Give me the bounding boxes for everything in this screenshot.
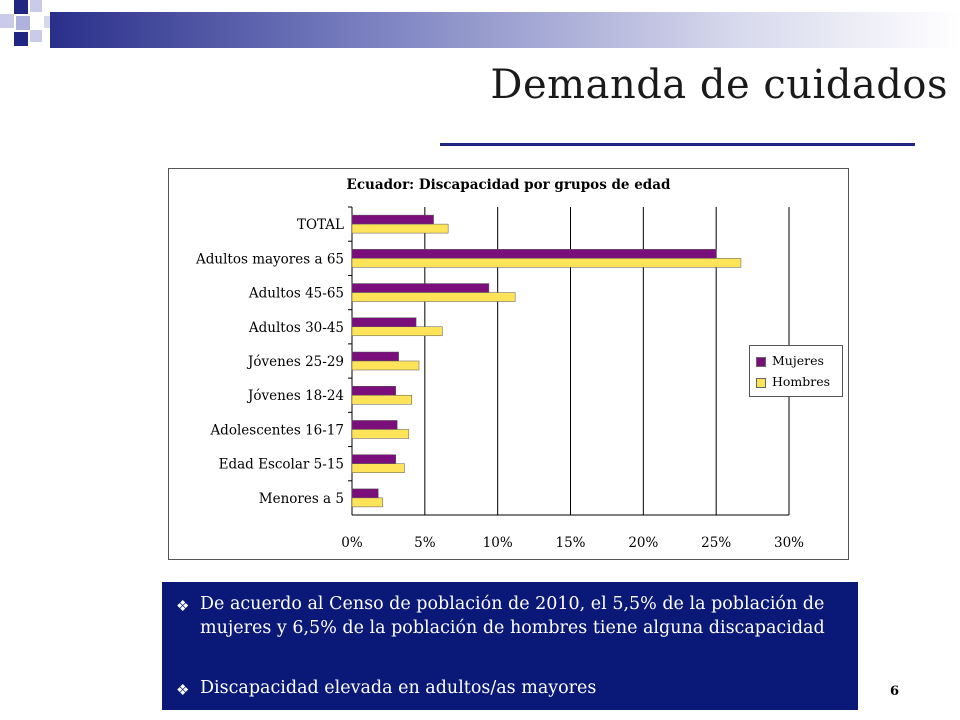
x-tick-label: 20%	[628, 535, 658, 551]
bullet-text: Discapacidad elevada en adultos/as mayor…	[200, 678, 597, 698]
chart-title: Ecuador: Discapacidad por grupos de edad	[346, 177, 671, 193]
bar-hombres	[351, 326, 443, 337]
bar-mujeres	[351, 249, 717, 259]
bar-mujeres	[351, 214, 434, 225]
legend-swatch-mujeres	[756, 356, 766, 367]
y-tick-label: Edad Escolar 5-15	[219, 457, 344, 473]
bar-mujeres	[351, 488, 379, 499]
title-underline	[440, 143, 915, 146]
bar-mujeres	[351, 283, 490, 293]
bar-hombres	[351, 292, 516, 302]
bar-mujeres	[351, 385, 396, 396]
y-tick-label: Menores a 5	[259, 491, 344, 507]
legend-item-mujeres: Mujeres	[756, 353, 824, 368]
bar-mujeres	[351, 420, 398, 430]
y-tick-label: Adultos 45-65	[248, 286, 344, 302]
x-tick-label: 5%	[414, 535, 436, 551]
bar-hombres	[351, 258, 742, 268]
diamond-bullet-icon: ❖	[176, 597, 190, 615]
header-gradient-bar	[50, 12, 960, 48]
y-tick-label: Jóvenes 18-24	[246, 388, 344, 404]
bullet-item: ❖ Discapacidad elevada en adultos/as may…	[176, 676, 840, 700]
bar-mujeres	[351, 351, 399, 362]
x-tick-label: 0%	[341, 535, 363, 551]
bar-hombres	[351, 223, 449, 234]
x-tick-label: 30%	[774, 535, 804, 551]
x-tick-label: 25%	[701, 535, 731, 551]
bullet-text: De acuerdo al Censo de población de 2010…	[200, 594, 825, 638]
legend-swatch-hombres	[756, 377, 766, 388]
y-tick-label: Adultos mayores a 65	[195, 251, 344, 267]
y-tick-label: Jóvenes 25-29	[246, 354, 344, 370]
y-tick-label: Adolescentes 16-17	[209, 422, 344, 438]
bar-mujeres	[351, 317, 417, 328]
bar-hombres	[351, 360, 420, 371]
bar-hombres	[351, 429, 410, 439]
slide-title: Demanda de cuidados	[490, 62, 948, 108]
bullet-box: ❖ De acuerdo al Censo de población de 20…	[162, 582, 858, 710]
legend-label-hombres: Hombres	[772, 374, 831, 389]
bar-hombres	[351, 463, 405, 473]
bullet-item: ❖ De acuerdo al Censo de población de 20…	[176, 592, 840, 640]
bar-hombres	[351, 394, 412, 405]
x-tick-label: 15%	[555, 535, 585, 551]
chart-legend: Mujeres Hombres	[749, 345, 843, 397]
bar-hombres	[351, 497, 383, 508]
chart: 0% 5% 10% 15% 20% 25% 30% TOTAL Adultos mayores …	[168, 168, 849, 560]
page-number: 6	[890, 684, 900, 699]
y-tick-label: Adultos 30-45	[248, 320, 344, 336]
y-tick-label: TOTAL	[297, 217, 344, 233]
chart-svg: 0% 5% 10% 15% 20% 25% 30% TOTAL Adultos mayores …	[195, 206, 804, 551]
legend-item-hombres: Hombres	[756, 374, 830, 389]
diamond-bullet-icon: ❖	[176, 681, 190, 699]
legend-label-mujeres: Mujeres	[772, 353, 824, 368]
x-tick-label: 10%	[483, 535, 513, 551]
bar-mujeres	[351, 454, 396, 464]
